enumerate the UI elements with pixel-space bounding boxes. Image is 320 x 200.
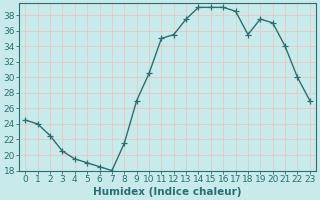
X-axis label: Humidex (Indice chaleur): Humidex (Indice chaleur) [93, 187, 242, 197]
